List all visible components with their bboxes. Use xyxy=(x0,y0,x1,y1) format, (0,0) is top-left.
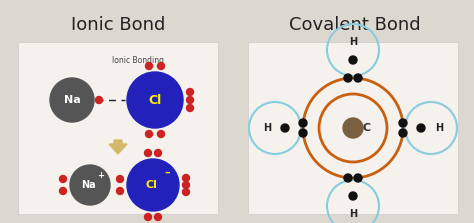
Circle shape xyxy=(145,213,152,221)
Circle shape xyxy=(117,176,124,182)
Circle shape xyxy=(349,56,357,64)
Text: Ionic Bond: Ionic Bond xyxy=(71,16,165,34)
Circle shape xyxy=(182,175,190,182)
Text: H: H xyxy=(435,123,443,133)
Circle shape xyxy=(417,124,425,132)
Text: Ionic Bonding: Ionic Bonding xyxy=(112,56,164,65)
Circle shape xyxy=(186,105,193,112)
Circle shape xyxy=(299,119,307,127)
Circle shape xyxy=(186,89,193,95)
Circle shape xyxy=(145,149,152,157)
Text: Cl: Cl xyxy=(148,93,162,107)
Circle shape xyxy=(60,188,66,194)
Text: Na: Na xyxy=(64,95,81,105)
Text: C: C xyxy=(363,123,371,133)
Circle shape xyxy=(95,97,102,103)
Circle shape xyxy=(155,149,162,157)
Text: Covalent Bond: Covalent Bond xyxy=(289,16,421,34)
Text: –: – xyxy=(164,168,170,178)
Circle shape xyxy=(344,174,352,182)
Circle shape xyxy=(157,62,164,70)
Circle shape xyxy=(127,159,179,211)
Circle shape xyxy=(182,182,190,188)
FancyBboxPatch shape xyxy=(18,42,218,214)
Circle shape xyxy=(50,78,94,122)
Circle shape xyxy=(127,72,183,128)
Circle shape xyxy=(299,129,307,137)
Circle shape xyxy=(281,124,289,132)
Circle shape xyxy=(186,97,193,103)
Circle shape xyxy=(60,176,66,182)
Circle shape xyxy=(399,129,407,137)
Circle shape xyxy=(117,188,124,194)
Circle shape xyxy=(349,192,357,200)
Text: Cl: Cl xyxy=(145,180,157,190)
Text: Na: Na xyxy=(81,180,95,190)
FancyArrow shape xyxy=(109,140,127,154)
Circle shape xyxy=(354,174,362,182)
Circle shape xyxy=(182,188,190,196)
Circle shape xyxy=(344,74,352,82)
Circle shape xyxy=(146,62,153,70)
Circle shape xyxy=(70,165,110,205)
Text: H: H xyxy=(349,37,357,47)
Circle shape xyxy=(354,74,362,82)
Circle shape xyxy=(146,130,153,138)
Circle shape xyxy=(155,213,162,221)
Circle shape xyxy=(157,130,164,138)
Circle shape xyxy=(343,118,363,138)
Text: +: + xyxy=(98,171,104,180)
Circle shape xyxy=(399,119,407,127)
FancyBboxPatch shape xyxy=(248,42,458,214)
Text: H: H xyxy=(263,123,271,133)
Text: H: H xyxy=(349,209,357,219)
